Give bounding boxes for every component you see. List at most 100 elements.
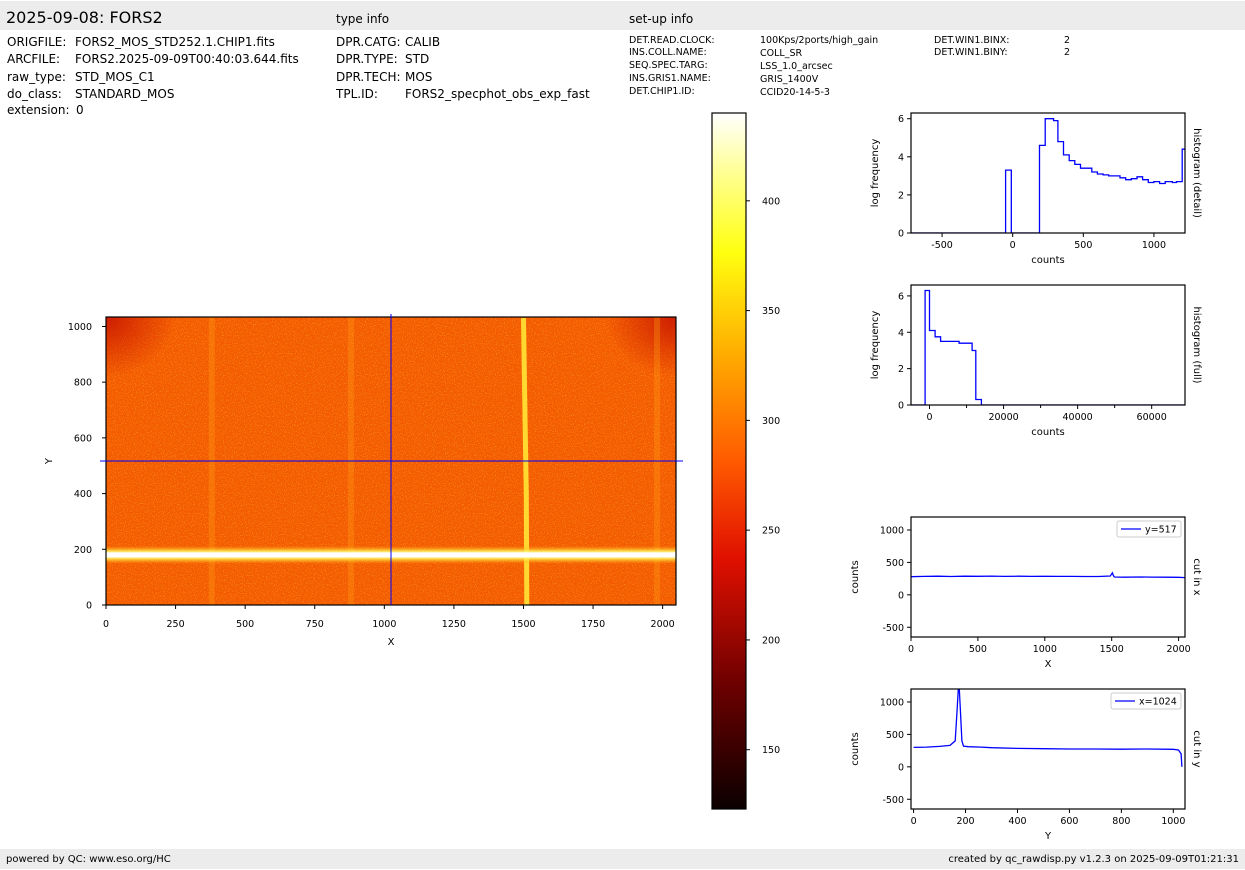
y-tick-label: -500: [882, 623, 904, 634]
x-tick-label: 1750: [581, 619, 605, 630]
y-tick-label: 400: [74, 489, 92, 500]
page-title: 2025-09-08: FORS2: [6, 8, 163, 27]
type-info-key: DPR.TECH:: [336, 70, 401, 84]
x-tick-label: 1000: [1142, 240, 1166, 251]
y-axis-label: counts: [850, 732, 861, 765]
x-tick-label: -500: [931, 240, 953, 251]
x-tick-label: 20000: [988, 412, 1018, 423]
data-series: [911, 571, 1185, 579]
x-tick-label: 0: [1010, 240, 1016, 251]
file-info-value: STANDARD_MOS: [75, 87, 175, 101]
file-info-key: do_class:: [7, 87, 62, 101]
x-tick-label: 1000: [372, 619, 396, 630]
x-axis-label: counts: [1031, 427, 1064, 438]
footer-created: created by qc_rawdisp.py v1.2.3 on 2025-…: [948, 854, 1239, 865]
x-tick-label: 0: [911, 816, 917, 827]
colorbar-gradient: [712, 113, 746, 809]
x-tick-label: 1250: [442, 619, 466, 630]
setup-info-key: DET.WIN1.BINY:: [934, 47, 1008, 58]
setup-info-heading: set-up info: [629, 12, 694, 26]
y-tick-label: 1000: [68, 322, 92, 333]
y-tick-label: 2: [898, 190, 904, 201]
colorbar-tick-label: 200: [762, 635, 780, 646]
x-tick-label: 500: [236, 619, 254, 630]
setup-info-key: DET.CHIP1.ID:: [629, 86, 695, 97]
x-tick-label: 1500: [511, 619, 535, 630]
x-tick-label: 500: [1074, 240, 1092, 251]
y-tick-label: 1000: [880, 697, 904, 708]
colorbar-tick-label: 400: [762, 196, 780, 207]
x-tick-label: 200: [956, 816, 974, 827]
y-tick-label: 1000: [880, 525, 904, 536]
file-info-value: STD_MOS_C1: [75, 70, 155, 84]
x-tick-label: 500: [969, 644, 987, 655]
y-tick-label: 500: [886, 558, 904, 569]
y-axis-label: counts: [850, 560, 861, 593]
data-series: [911, 118, 1185, 233]
x-axis-label: X: [388, 637, 395, 648]
file-info-value: 0: [76, 103, 84, 117]
y-tick-label: 0: [898, 229, 904, 240]
x-tick-label: 40000: [1063, 412, 1093, 423]
side-label: cut in y: [1191, 730, 1202, 767]
x-axis-label: Y: [1044, 831, 1052, 842]
colorbar-tick-label: 350: [762, 306, 780, 317]
setup-info-key: DET.READ.CLOCK:: [629, 35, 715, 46]
colorbar-tick-label: 300: [762, 416, 780, 427]
side-label: cut in x: [1191, 558, 1202, 595]
setup-info-value: 100Kps/2ports/high_gain: [760, 35, 879, 46]
y-axis-label: Y: [44, 457, 55, 465]
setup-info-key: SEQ.SPEC.TARG:: [629, 60, 708, 71]
type-info-key: DPR.CATG:: [336, 35, 401, 49]
setup-info-key: DET.WIN1.BINX:: [934, 35, 1010, 46]
type-info-value: FORS2_specphot_obs_exp_fast: [405, 87, 590, 101]
histogram-full-chart: 0 20000 40000 60000 0 2 4 6 counts log frequency h…: [870, 284, 1202, 438]
file-info-value: FORS2_MOS_STD252.1.CHIP1.fits: [75, 35, 275, 49]
type-info-value: CALIB: [405, 35, 441, 49]
legend-label: y=517: [1145, 525, 1177, 536]
footer-band: [0, 849, 1245, 869]
x-tick-label: 1500: [1100, 644, 1124, 655]
y-axis-label: log frequency: [870, 139, 881, 208]
axes-frame: [910, 284, 1186, 406]
setup-info-value: COLL_SR: [760, 48, 803, 59]
detector-image: 0 250 500 750 1000 1250 1500 1750 2000 0 200 400 600…: [44, 314, 683, 648]
y-tick-label: 2: [898, 364, 904, 375]
y-tick-label: -500: [882, 795, 904, 806]
side-label: histogram (full): [1191, 306, 1202, 383]
y-tick-label: 4: [898, 152, 904, 163]
file-info-value: FORS2.2025-09-09T00:40:03.644.fits: [75, 52, 299, 66]
x-tick-label: 2000: [1166, 644, 1190, 655]
x-tick-label: 60000: [1137, 412, 1167, 423]
vignette-top-left: [106, 317, 176, 377]
file-info-key: raw_type:: [7, 70, 66, 84]
x-tick-label: 1000: [1161, 816, 1185, 827]
x-tick-label: 400: [1008, 816, 1026, 827]
axes-frame: [910, 688, 1186, 810]
type-info-heading: type info: [336, 12, 390, 26]
y-tick-label: 600: [74, 433, 92, 444]
colorbar-tick-label: 250: [762, 526, 780, 537]
setup-info-value: GRIS_1400V: [760, 74, 819, 85]
type-info-key: DPR.TYPE:: [336, 52, 398, 66]
x-axis-label: X: [1045, 659, 1052, 670]
x-tick-label: 1000: [1033, 644, 1057, 655]
y-tick-label: 200: [74, 545, 92, 556]
x-tick-label: 250: [167, 619, 185, 630]
file-info-key: ORIGFILE:: [7, 35, 67, 49]
file-info-key: extension:: [7, 103, 70, 117]
colorbar-frame: [711, 112, 747, 810]
x-tick-label: 0: [908, 644, 914, 655]
y-tick-label: 6: [898, 114, 904, 125]
footer-credit: powered by QC: www.eso.org/HC: [6, 854, 171, 865]
setup-info-key: INS.GRIS1.NAME:: [629, 73, 711, 84]
header-band: [0, 1, 1245, 30]
legend-box: [1110, 692, 1182, 710]
y-tick-label: 4: [898, 328, 904, 339]
x-tick-label: 0: [926, 412, 932, 423]
y-tick-label: 500: [886, 730, 904, 741]
axes-frame: [910, 112, 1186, 234]
